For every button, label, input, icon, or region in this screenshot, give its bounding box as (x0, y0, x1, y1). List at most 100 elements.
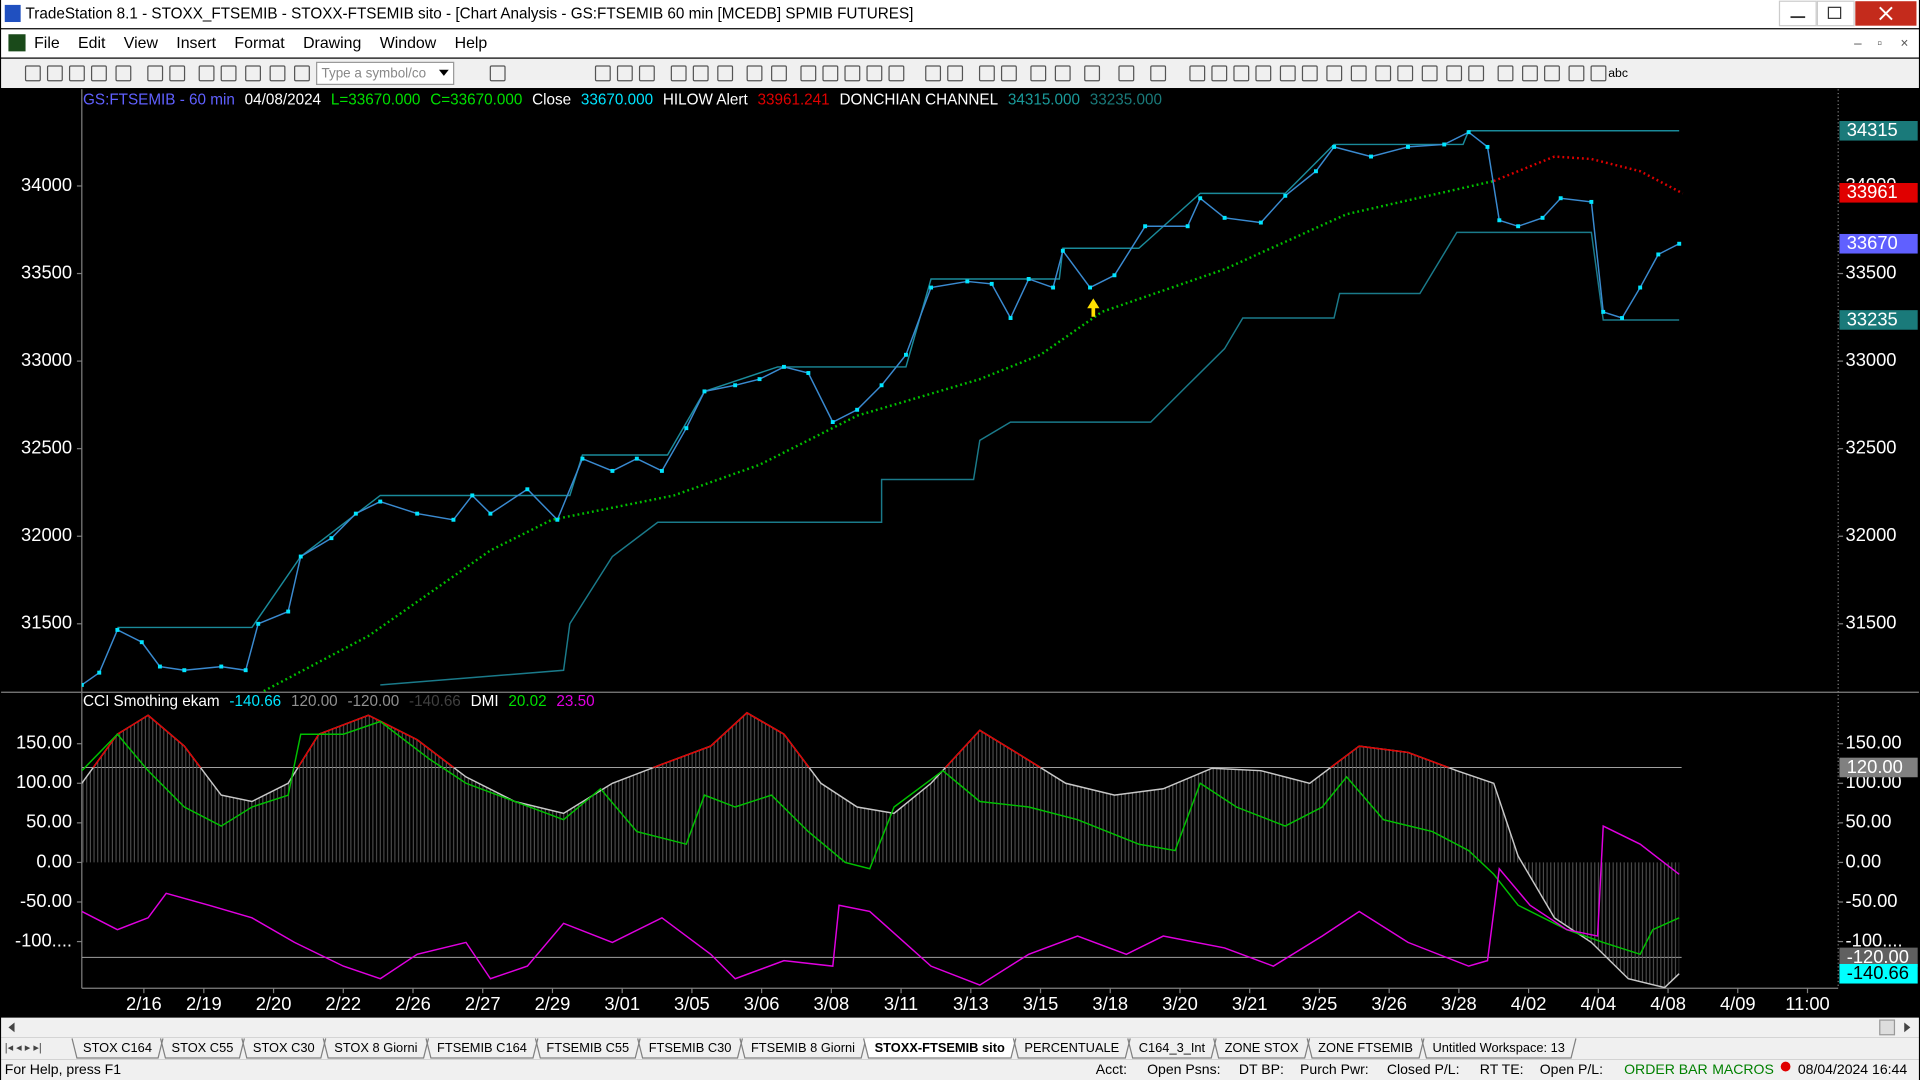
macros[interactable]: MACROS (1712, 1061, 1774, 1077)
tool-icon[interactable] (947, 65, 964, 82)
scroll-left[interactable] (8, 1022, 15, 1033)
tab-label[interactable]: PERCENTUALE (1024, 1040, 1119, 1055)
tab-label[interactable]: Untitled Workspace: 13 (1433, 1040, 1565, 1055)
tool-icon[interactable] (198, 65, 215, 82)
tab-label[interactable]: FTSEMIB 8 Giorni (751, 1040, 855, 1055)
tool-icon[interactable] (1279, 65, 1296, 82)
tab[interactable]: C164_3_Int (1127, 1038, 1217, 1059)
tool-icon[interactable] (147, 65, 164, 82)
tool-icon[interactable] (115, 65, 132, 82)
menu-item[interactable]: View (124, 35, 159, 52)
tool-icon[interactable] (978, 65, 995, 82)
tool-icon[interactable] (866, 65, 883, 82)
tool-icon[interactable] (294, 65, 310, 82)
tool-icon[interactable] (800, 65, 817, 82)
tab-label[interactable]: C164_3_Int (1139, 1040, 1206, 1055)
tool-icon[interactable] (220, 65, 237, 82)
tool-icon[interactable] (1497, 65, 1514, 82)
tool-icon[interactable] (1397, 65, 1414, 82)
tool-icon[interactable] (925, 65, 942, 82)
tool-icon[interactable] (68, 65, 85, 82)
symbol-dropdown[interactable] (438, 69, 449, 76)
mdi-close[interactable]: × (1901, 36, 1909, 51)
tool-icon[interactable] (1375, 65, 1392, 82)
tab[interactable]: ZONE FTSEMIB (1306, 1038, 1425, 1059)
tool-icon[interactable] (245, 65, 261, 82)
tab-label[interactable]: STOX 8 Giorni (334, 1040, 417, 1055)
tool-icon[interactable] (638, 65, 655, 82)
menu-item[interactable]: Edit (78, 35, 106, 52)
tool-icon[interactable] (1446, 65, 1463, 82)
tool-icon[interactable] (1568, 65, 1585, 82)
tool-icon[interactable] (90, 65, 107, 82)
mdi-minimize[interactable]: – (1854, 36, 1862, 51)
tool-icon[interactable] (844, 65, 861, 82)
tab[interactable]: STOX 8 Giorni (322, 1038, 430, 1059)
tool-icon[interactable] (1054, 65, 1071, 82)
tab-label[interactable]: STOX C164 (83, 1040, 152, 1055)
tool-icon[interactable] (1189, 65, 1206, 82)
tab[interactable]: STOX C55 (159, 1038, 245, 1059)
tab[interactable]: PERCENTUALE (1012, 1038, 1131, 1059)
tool-icon[interactable] (616, 65, 633, 82)
tab-label[interactable]: FTSEMIB C55 (546, 1040, 629, 1055)
menu-item[interactable]: Drawing (303, 35, 361, 52)
tool-icon[interactable] (822, 65, 839, 82)
tool-icon[interactable] (1118, 65, 1135, 82)
mdi-restore[interactable]: ▫ (1877, 36, 1882, 51)
tab[interactable]: FTSEMIB C55 (534, 1038, 641, 1059)
tool-icon[interactable] (169, 65, 186, 82)
restore-button[interactable] (1816, 0, 1855, 27)
tool-icon[interactable] (888, 65, 905, 82)
tool-icon[interactable] (1000, 65, 1017, 82)
menu-item[interactable]: Format (234, 35, 285, 52)
tool-icon[interactable] (1211, 65, 1228, 82)
tool-icon[interactable] (1590, 65, 1607, 82)
tool-icon[interactable] (46, 65, 63, 82)
scroll-thumb[interactable] (1879, 1019, 1896, 1036)
menu-item[interactable]: Help (455, 35, 488, 52)
tool-icon[interactable] (1468, 65, 1485, 82)
tool-icon[interactable] (746, 65, 763, 82)
tool-icon[interactable] (670, 65, 687, 82)
tab[interactable]: STOX C164 (71, 1038, 164, 1059)
tool-icon[interactable] (594, 65, 611, 82)
tab-label[interactable]: STOX C55 (172, 1040, 234, 1055)
symbol-input[interactable] (316, 61, 455, 86)
scroll-right[interactable] (1904, 1022, 1911, 1033)
tool-icon[interactable] (1255, 65, 1272, 82)
tab[interactable]: STOXX-FTSEMIB sito (863, 1038, 1017, 1059)
tool-icon[interactable] (692, 65, 709, 82)
tab-label[interactable]: FTSEMIB C164 (437, 1040, 527, 1055)
tool-icon[interactable] (1326, 65, 1343, 82)
tab-label[interactable]: ZONE STOX (1225, 1040, 1299, 1055)
tool-icon[interactable] (269, 65, 286, 82)
tab[interactable]: FTSEMIB 8 Giorni (739, 1038, 867, 1059)
tab-label[interactable]: ZONE FTSEMIB (1318, 1040, 1413, 1055)
scrollbar[interactable] (1, 1017, 1919, 1038)
tool-icon[interactable] (771, 65, 787, 82)
tab-label[interactable]: FTSEMIB C30 (649, 1040, 732, 1055)
order-bar[interactable]: ORDER BAR (1624, 1061, 1708, 1077)
tab[interactable]: Untitled Workspace: 13 (1420, 1038, 1577, 1059)
tool-icon[interactable] (1544, 65, 1560, 82)
tool-icon[interactable] (1030, 65, 1047, 82)
menu-item[interactable]: Window (380, 35, 437, 52)
menu-item[interactable]: File (34, 35, 60, 52)
minimize-button[interactable] (1778, 0, 1817, 27)
tab[interactable]: ZONE STOX (1213, 1038, 1311, 1059)
tool-icon[interactable] (1350, 65, 1367, 82)
tab[interactable]: FTSEMIB C30 (637, 1038, 744, 1059)
tool-icon[interactable] (489, 65, 506, 82)
tab[interactable]: STOX C30 (241, 1038, 327, 1059)
tab[interactable]: FTSEMIB C164 (425, 1038, 539, 1059)
tab-label[interactable]: STOX C30 (253, 1040, 315, 1055)
menu-item[interactable]: Insert (176, 35, 216, 52)
tool-icon[interactable] (1150, 65, 1167, 82)
tool-icon[interactable] (24, 65, 41, 82)
text-tool[interactable]: abc (1608, 66, 1628, 80)
tool-icon[interactable] (1522, 65, 1538, 82)
tab-nav[interactable]: |◂ ◂ ▸ ▸| (5, 1042, 42, 1054)
tool-icon[interactable] (1421, 65, 1438, 82)
tab-label[interactable]: STOXX-FTSEMIB sito (875, 1040, 1005, 1055)
